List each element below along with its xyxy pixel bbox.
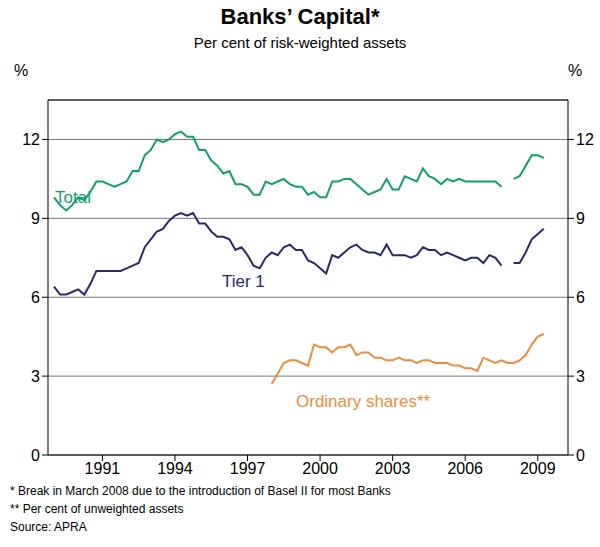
- html-text:* Break in March 2008 due to t: * Break in March 2008 due to the introdu…: [10, 484, 391, 498]
- svg-text:6: 6: [576, 289, 585, 306]
- html-text:Banks’ Capital*: Banks’ Capital*: [220, 4, 380, 29]
- html-text:Source: APRA: Source: APRA: [10, 520, 87, 534]
- html-text:Per cent of risk-weighted asse: Per cent of risk-weighted assets: [193, 34, 407, 51]
- html-text:Tier 1: Tier 1: [222, 272, 265, 291]
- svg-text:2003: 2003: [375, 460, 411, 477]
- html-text:** Per cent of unweighted asse: ** Per cent of unweighted assets: [10, 502, 184, 516]
- html-text:Total: Total: [55, 188, 91, 207]
- svg-text:6: 6: [31, 289, 40, 306]
- svg-text:3: 3: [31, 368, 40, 385]
- svg-text:9: 9: [31, 210, 40, 227]
- svg-text:0: 0: [31, 447, 40, 464]
- svg-text:1997: 1997: [230, 460, 266, 477]
- svg-text:3: 3: [576, 368, 585, 385]
- svg-text:12: 12: [22, 131, 40, 148]
- svg-text:2006: 2006: [447, 460, 483, 477]
- svg-text:2000: 2000: [302, 460, 338, 477]
- svg-text:1991: 1991: [85, 460, 121, 477]
- svg-text:1994: 1994: [157, 460, 193, 477]
- svg-text:9: 9: [576, 210, 585, 227]
- svg-text:0: 0: [576, 447, 585, 464]
- svg-text:2009: 2009: [520, 460, 556, 477]
- svg-text:12: 12: [576, 131, 592, 148]
- html-text:Ordinary shares**: Ordinary shares**: [296, 392, 431, 411]
